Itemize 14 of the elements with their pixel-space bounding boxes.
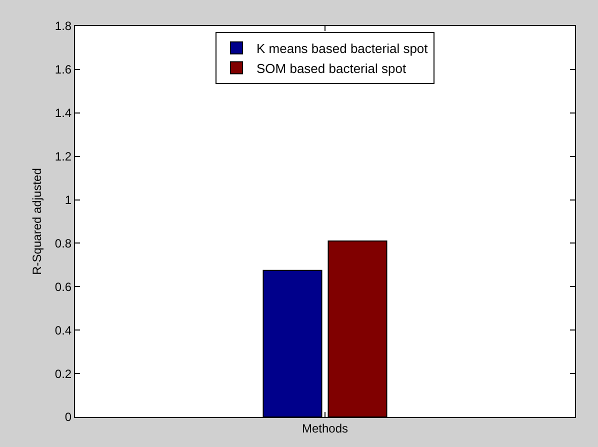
y-tick-label: 1.8 [54,19,72,34]
y-tick-label: 1.2 [54,150,72,164]
y-tick-label: 0.8 [54,236,72,250]
y-tick-label: 1.4 [54,106,72,120]
y-axis-title: R-Squared adjusted [30,168,44,275]
y-tick-label: 0.4 [54,323,72,338]
y-tick-label: 0 [64,410,72,424]
y-tick-label: 0.2 [54,366,72,381]
y-tick-label: 1.6 [54,62,72,77]
legend-label: K means based bacterial spot [256,40,428,56]
legend-label: SOM based bacterial spot [256,60,406,76]
y-tick-label: 1 [64,192,72,207]
y-tick-label: 0.6 [54,280,72,294]
x-tick-label: Methods [302,421,348,436]
